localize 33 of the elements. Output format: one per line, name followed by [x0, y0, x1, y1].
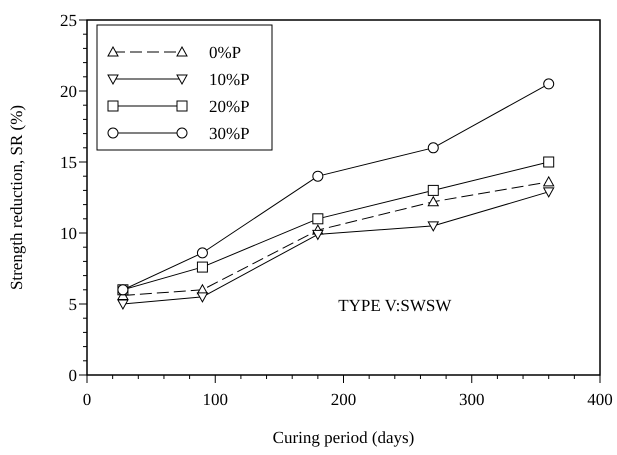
- point: [312, 170, 324, 182]
- x-tick-label: 200: [330, 390, 356, 409]
- x-tick-label: 300: [459, 390, 484, 409]
- y-tick-label: 5: [68, 294, 77, 314]
- point: [543, 176, 554, 186]
- x-tick-label: 0: [82, 390, 92, 409]
- point: [428, 184, 439, 196]
- y-tick-label: 10: [60, 224, 77, 243]
- point: [312, 213, 324, 224]
- legend-label: 30%P: [209, 124, 250, 143]
- point: [543, 156, 554, 168]
- y-axis-title: Strength reduction, SR (%): [7, 104, 26, 290]
- y-tick-label: 25: [60, 10, 77, 30]
- y-tick-label: 0: [68, 366, 77, 385]
- legend-label: 10%P: [209, 70, 250, 89]
- legend-label: 0%P: [209, 42, 242, 62]
- point: [196, 262, 208, 273]
- point: [117, 300, 128, 310]
- point: [428, 142, 439, 154]
- legend-label: 20%P: [209, 96, 250, 116]
- x-tick-label: 100: [202, 390, 228, 409]
- annotation: TYPE V:SWSW: [338, 296, 452, 316]
- point: [428, 196, 439, 206]
- y-tick-label: 15: [60, 152, 77, 172]
- point: [196, 292, 208, 302]
- point: [543, 187, 554, 198]
- point: [543, 78, 554, 90]
- point: [428, 221, 439, 232]
- point: [196, 247, 208, 258]
- y-tick-label: 20: [60, 82, 77, 101]
- point: [312, 230, 324, 240]
- x-tick-label: 400: [587, 390, 613, 409]
- x-axis-title: Curing period (days): [272, 428, 414, 447]
